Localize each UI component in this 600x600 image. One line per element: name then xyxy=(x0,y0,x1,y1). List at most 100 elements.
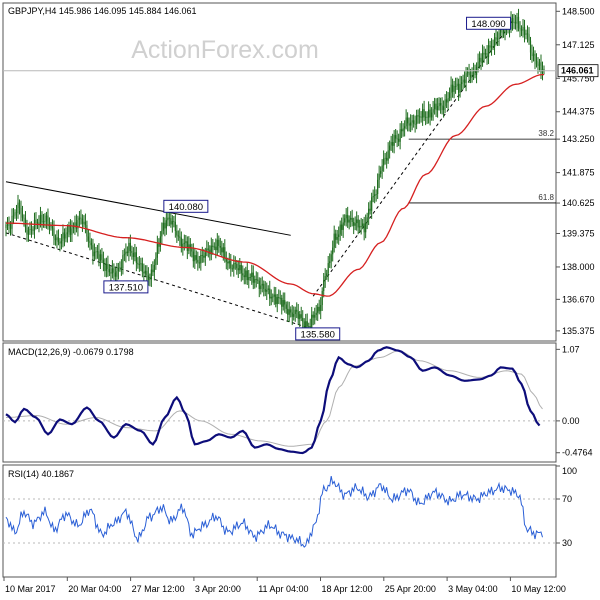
candle-body xyxy=(27,229,30,235)
candle-body xyxy=(448,92,451,99)
candle-body xyxy=(74,222,76,227)
candle-body xyxy=(275,294,277,305)
candle-body xyxy=(480,57,482,63)
candle-body xyxy=(147,275,149,280)
candle-body xyxy=(201,254,203,256)
candle-body xyxy=(210,245,212,255)
price-tick-label: 140.625 xyxy=(562,198,595,208)
candle-body xyxy=(206,248,208,253)
candle-body xyxy=(63,232,66,239)
candle-body xyxy=(363,223,365,233)
candle-body xyxy=(89,240,91,243)
candle-body xyxy=(234,263,236,265)
candle-body xyxy=(119,267,121,269)
candle-body xyxy=(297,311,299,319)
candle-body xyxy=(225,258,227,262)
candle-body xyxy=(314,314,316,318)
candle-body xyxy=(162,222,164,231)
candle-body xyxy=(426,116,428,118)
candle-body xyxy=(51,226,54,229)
candle-body xyxy=(134,252,136,257)
candle-body xyxy=(348,219,350,223)
price-label-text: 135.580 xyxy=(301,329,335,340)
time-x-axis: 10 Mar 2017 20 Mar 04:00 27 Mar 12:00 3 Apr… xyxy=(3,577,566,594)
candle-body xyxy=(493,37,496,47)
candle-body xyxy=(486,53,488,58)
candle-body xyxy=(252,272,254,283)
candle-body xyxy=(131,251,133,253)
candle-body xyxy=(276,297,278,305)
candle-body xyxy=(342,222,344,230)
candle-body xyxy=(26,227,28,235)
candle-body xyxy=(251,272,253,278)
candle-body xyxy=(50,225,52,227)
candle-body xyxy=(502,30,505,34)
candle-body xyxy=(490,46,493,48)
candle-body xyxy=(413,120,415,124)
candle-body xyxy=(414,123,416,125)
candle-body xyxy=(164,222,166,229)
rsi-panel-frame xyxy=(2,464,557,578)
candle-body xyxy=(528,34,530,41)
candle-body xyxy=(224,247,226,259)
candle-body xyxy=(516,16,518,24)
candle-body xyxy=(428,109,430,118)
price-tick-label: 144.375 xyxy=(562,107,595,117)
candle-body xyxy=(192,251,194,262)
candle-body xyxy=(386,157,388,161)
candle-body xyxy=(312,314,314,318)
candle-body xyxy=(129,242,131,252)
candle-body xyxy=(267,288,269,290)
candle-body xyxy=(538,62,541,66)
candle-body xyxy=(306,321,308,327)
candle-body xyxy=(377,179,379,195)
candle-body xyxy=(387,150,389,161)
candle-body xyxy=(411,120,413,123)
price-label-box xyxy=(295,327,341,341)
candle-body xyxy=(30,229,33,230)
candle-body xyxy=(141,263,143,272)
candle-body xyxy=(384,157,386,159)
candle-body xyxy=(249,277,251,278)
candle-body xyxy=(17,202,19,213)
candle-body xyxy=(404,126,406,129)
candle-body xyxy=(65,234,67,239)
candle-body xyxy=(212,245,214,247)
candle-body xyxy=(32,229,34,231)
candle-body xyxy=(158,243,160,247)
dashed-trendline xyxy=(5,232,309,329)
candle-body xyxy=(279,297,281,299)
candle-body xyxy=(450,84,452,93)
candle-body xyxy=(102,259,105,264)
candle-body xyxy=(333,233,335,248)
candle-body xyxy=(95,251,97,253)
price-y-axis: 148.500 147.125 145.750 144.375 143.250 141.8… xyxy=(556,6,595,336)
candle-body xyxy=(471,72,473,77)
x-tick-label: 27 Mar 12:00 xyxy=(132,584,185,594)
candle-body xyxy=(216,239,218,251)
fib-level-label: 61.8 xyxy=(538,193,554,202)
candle-body xyxy=(113,268,115,273)
candle-body xyxy=(402,128,404,132)
candle-body xyxy=(156,243,158,258)
candle-body xyxy=(57,237,60,243)
candle-body xyxy=(195,255,197,260)
candle-body xyxy=(266,289,268,292)
candle-body xyxy=(183,242,185,244)
price-label-text: 137.510 xyxy=(109,282,143,293)
candle-body xyxy=(83,221,85,224)
candle-body xyxy=(9,224,12,229)
candle-body xyxy=(410,122,412,126)
candle-body xyxy=(14,212,16,216)
candle-body xyxy=(105,263,108,271)
candle-body xyxy=(317,306,319,313)
candle-body xyxy=(270,296,272,299)
candle-body xyxy=(15,212,18,214)
candle-body xyxy=(146,270,148,276)
candle-body xyxy=(294,309,296,315)
watermark: ActionForex.com xyxy=(131,36,319,64)
candle-body xyxy=(360,226,362,227)
x-tick-label: 18 Apr 12:00 xyxy=(322,584,373,594)
candle-body xyxy=(20,208,22,214)
candle-body xyxy=(194,255,196,262)
